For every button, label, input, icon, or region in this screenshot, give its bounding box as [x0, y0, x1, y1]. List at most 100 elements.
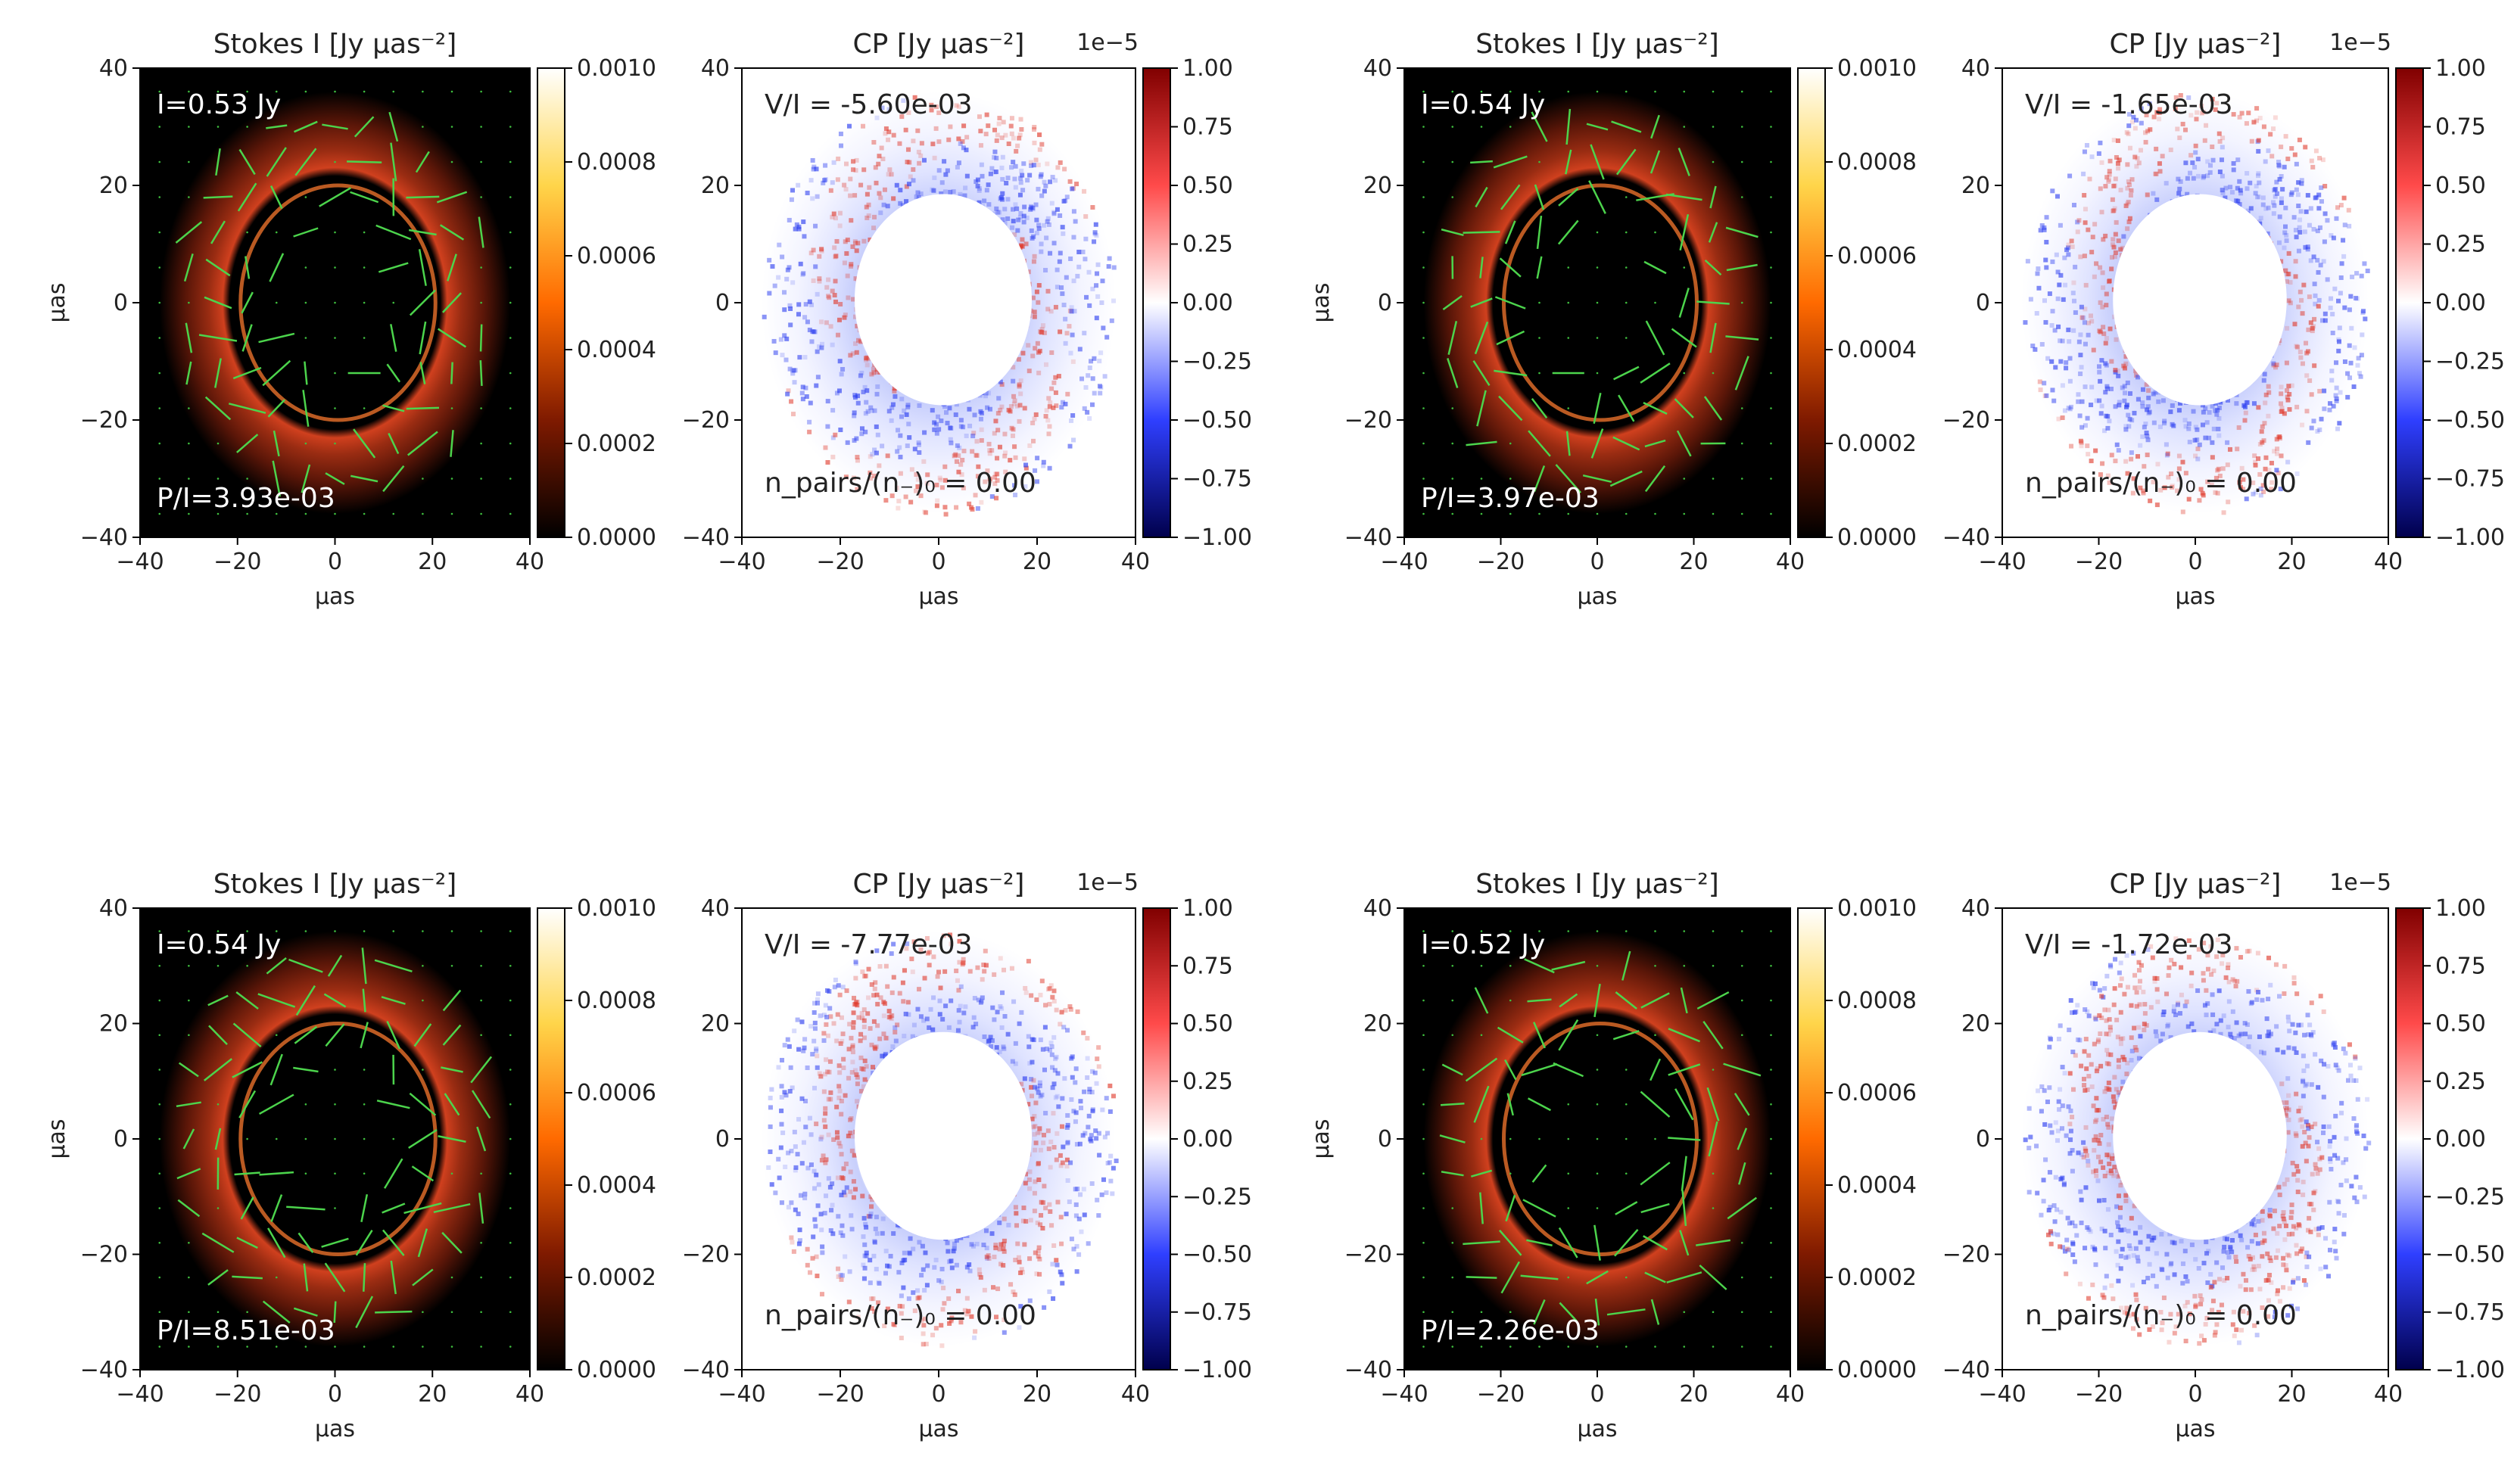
- cp-pixel: [1092, 356, 1097, 361]
- cp-pixel: [966, 1308, 971, 1314]
- cp-pixel: [815, 349, 820, 354]
- cp-pixel: [2263, 400, 2268, 406]
- cp-pixel: [2162, 485, 2167, 490]
- polarization-dot: [509, 301, 512, 304]
- cp-pixel: [2211, 968, 2216, 973]
- cp-pixel: [2196, 173, 2201, 179]
- cp-pixel: [2190, 160, 2195, 166]
- cp-pixel: [798, 1193, 803, 1198]
- polarization-dot: [1422, 999, 1425, 1002]
- y-tick-label: 40: [1363, 895, 1392, 922]
- cp-pixel: [1041, 323, 1046, 328]
- cp-pixel: [2304, 341, 2309, 346]
- polarization-tick: [347, 160, 382, 163]
- cp-pixel: [979, 499, 984, 505]
- cp-pixel: [2123, 1198, 2129, 1203]
- polarization-dot: [1567, 1172, 1570, 1175]
- cp-pixel: [2127, 145, 2132, 151]
- cp-pixel: [2221, 510, 2226, 515]
- cp-pixel: [2044, 265, 2049, 270]
- cp-pixel: [2353, 1054, 2358, 1059]
- polarization-dot: [1625, 1137, 1628, 1140]
- cp-pixel: [2098, 378, 2103, 384]
- cp-pixel: [1099, 300, 1104, 305]
- cp-pixel: [2290, 1160, 2295, 1165]
- cp-pixel: [2291, 1224, 2296, 1229]
- cp-pixel: [1029, 228, 1034, 233]
- cp-pixel: [850, 1059, 855, 1065]
- cp-pixel: [861, 1234, 866, 1240]
- cp-pixel: [1014, 206, 1020, 211]
- cp-pixel: [998, 1242, 1004, 1247]
- cp-pixel: [2275, 1291, 2280, 1296]
- cp-pixel: [2091, 347, 2096, 353]
- cp-pixel: [959, 472, 964, 478]
- cp-pixel: [1017, 132, 1023, 138]
- cp-pixel: [2105, 1207, 2111, 1212]
- cp-pixel: [2356, 356, 2361, 361]
- cp-pixel: [2146, 1234, 2151, 1239]
- cp-pixel: [973, 1329, 978, 1334]
- cp-pixel: [821, 1031, 827, 1036]
- polarization-tick: [234, 1171, 260, 1176]
- polarization-dot: [188, 1311, 190, 1314]
- polarization-dot: [1451, 1311, 1454, 1314]
- cp-pixel: [1018, 391, 1023, 397]
- cp-pixel: [2353, 1056, 2358, 1061]
- cp-pixel: [2308, 1229, 2313, 1234]
- cp-pixel: [2127, 216, 2132, 221]
- cp-pixel: [2286, 1107, 2291, 1112]
- polarization-tick: [1531, 111, 1548, 142]
- cp-pixel: [2165, 1024, 2170, 1029]
- cp-pixel: [1020, 188, 1026, 193]
- cp-pixel: [2266, 997, 2271, 1002]
- cp-pixel: [2347, 307, 2352, 313]
- cp-pixel: [958, 1320, 964, 1325]
- cp-pixel: [2278, 487, 2283, 492]
- cp-pixel: [1087, 415, 1092, 421]
- cp-pixel: [2242, 1021, 2248, 1026]
- cp-pixel: [1036, 350, 1042, 355]
- cp-pixel: [2097, 398, 2102, 403]
- cp-pixel: [916, 195, 921, 201]
- cp-pixel: [1023, 484, 1028, 489]
- cp-pixel: [1107, 1160, 1113, 1165]
- cp-pixel: [2136, 1025, 2142, 1030]
- polarization-dot: [1422, 1276, 1425, 1279]
- cp-pixel: [910, 1034, 915, 1039]
- cp-pixel: [2307, 378, 2313, 384]
- cp-pixel: [2098, 1063, 2104, 1069]
- cp-pixel: [2201, 978, 2206, 983]
- polarization-tick: [1593, 1224, 1601, 1261]
- cp-pixel: [984, 112, 989, 117]
- cp-pixel: [1013, 163, 1018, 169]
- cp-pixel: [2220, 145, 2225, 150]
- cp-pixel: [1038, 174, 1043, 179]
- cp-pixel: [964, 1265, 970, 1270]
- cp-pixel: [2064, 1133, 2069, 1138]
- polarization-dot: [1451, 1241, 1454, 1244]
- cp-pixel: [2145, 129, 2151, 134]
- cp-pixel: [929, 102, 934, 107]
- cp-pixel: [2245, 170, 2250, 176]
- cp-pixel: [2176, 191, 2182, 196]
- cp-pixel: [858, 373, 863, 378]
- cp-pixel: [1022, 1076, 1027, 1081]
- polarization-dot: [1712, 478, 1715, 480]
- cp-pixel: [1044, 362, 1049, 367]
- cp-pixel: [840, 1031, 846, 1037]
- cp-pixel: [2263, 159, 2268, 164]
- cp-pixel: [1034, 1271, 1039, 1277]
- cp-pixel: [2120, 1079, 2126, 1084]
- cp-pixel: [2273, 115, 2278, 120]
- cp-pixel: [1019, 1081, 1024, 1087]
- cp-pixel: [1036, 1161, 1041, 1166]
- cp-pixel: [977, 1271, 983, 1277]
- polarization-tick: [375, 1310, 413, 1314]
- polarization-tick: [403, 1202, 442, 1215]
- polarization-tick: [240, 1196, 254, 1220]
- cp-pixel: [970, 434, 976, 439]
- polarization-dot: [1712, 930, 1715, 932]
- cp-pixel: [992, 972, 997, 977]
- cp-pixel: [1026, 959, 1031, 964]
